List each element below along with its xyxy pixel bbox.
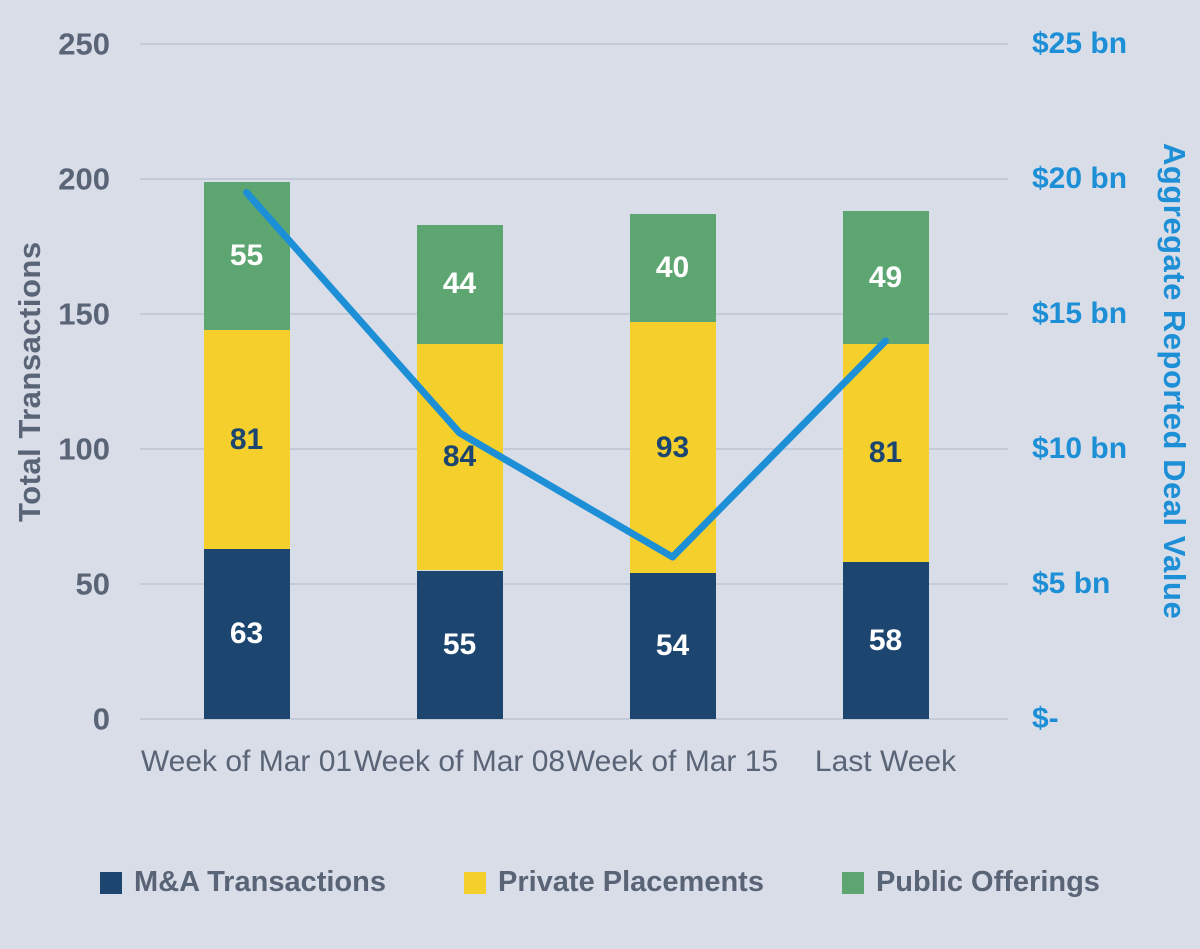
right-axis-tick: $10 bn — [1032, 432, 1128, 465]
bar-segment: 55 — [203, 181, 290, 331]
gridline — [140, 43, 1008, 45]
legend-item: Private Placements — [463, 866, 764, 899]
left-axis-tick: 0 — [92, 701, 110, 737]
x-axis-label: Week of Mar 15 — [566, 745, 779, 778]
bar-value-label: 44 — [442, 267, 477, 301]
bar-value-label: 81 — [229, 422, 264, 456]
bar-value-label: 93 — [655, 430, 690, 464]
right-axis-tick: $25 bn — [1032, 27, 1128, 60]
bar-segment: 58 — [842, 562, 929, 719]
bar-value-label: 55 — [442, 627, 477, 661]
bar-value-label: 49 — [868, 260, 903, 294]
bar-value-label: 84 — [442, 440, 477, 474]
legend-label: Public Offerings — [875, 866, 1100, 898]
x-axis-label: Week of Mar 08 — [353, 745, 566, 778]
bar-segment: 81 — [203, 330, 290, 549]
legend-swatch — [100, 871, 123, 894]
right-axis-tick: $20 bn — [1032, 162, 1128, 195]
right-axis-tick: $15 bn — [1032, 297, 1128, 330]
x-axis-label: Week of Mar 01 — [140, 745, 353, 778]
legend-item: Public Offerings — [841, 866, 1100, 899]
left-axis-tick: 200 — [58, 161, 110, 197]
left-axis-tick: 100 — [58, 431, 110, 467]
bar-segment: 44 — [416, 224, 503, 344]
bar-value-label: 63 — [229, 616, 264, 650]
bar-value-label: 55 — [229, 238, 264, 272]
right-axis-tick: $- — [1032, 702, 1059, 735]
x-axis-label: Last Week — [814, 745, 957, 778]
bar-segment: 54 — [629, 573, 716, 719]
bar-segment: 81 — [842, 343, 929, 563]
bar-value-label: 58 — [868, 623, 903, 657]
gridline — [140, 718, 1008, 720]
bar-value-label: 81 — [868, 436, 903, 470]
legend: M&A Transactions Private Placements Public… — [0, 866, 1200, 899]
bar-value-label: 40 — [655, 251, 690, 285]
deal-value-line — [243, 189, 889, 561]
legend-label: Private Placements — [497, 866, 764, 898]
legend-swatch — [841, 871, 864, 894]
bar-segment: 40 — [629, 214, 716, 323]
left-axis-tick: 250 — [58, 26, 110, 62]
bar-segment: 55 — [416, 570, 503, 719]
gridline — [140, 583, 1008, 585]
legend-label: M&A Transactions — [134, 866, 386, 898]
bar-segment: 49 — [842, 211, 929, 344]
bar-segment: 63 — [203, 548, 290, 719]
right-axis-title: Aggregate Reported Deal Value — [1157, 143, 1192, 620]
left-axis-tick: 50 — [75, 566, 110, 602]
left-axis-tick: 150 — [58, 296, 110, 332]
bar-segment: 93 — [629, 322, 716, 574]
right-axis-tick: $5 bn — [1032, 567, 1111, 600]
bar-segment: 84 — [416, 343, 503, 571]
gridline — [140, 178, 1008, 180]
bar-value-label: 54 — [655, 629, 690, 663]
legend-swatch — [463, 871, 486, 894]
legend-item: M&A Transactions — [100, 866, 386, 899]
